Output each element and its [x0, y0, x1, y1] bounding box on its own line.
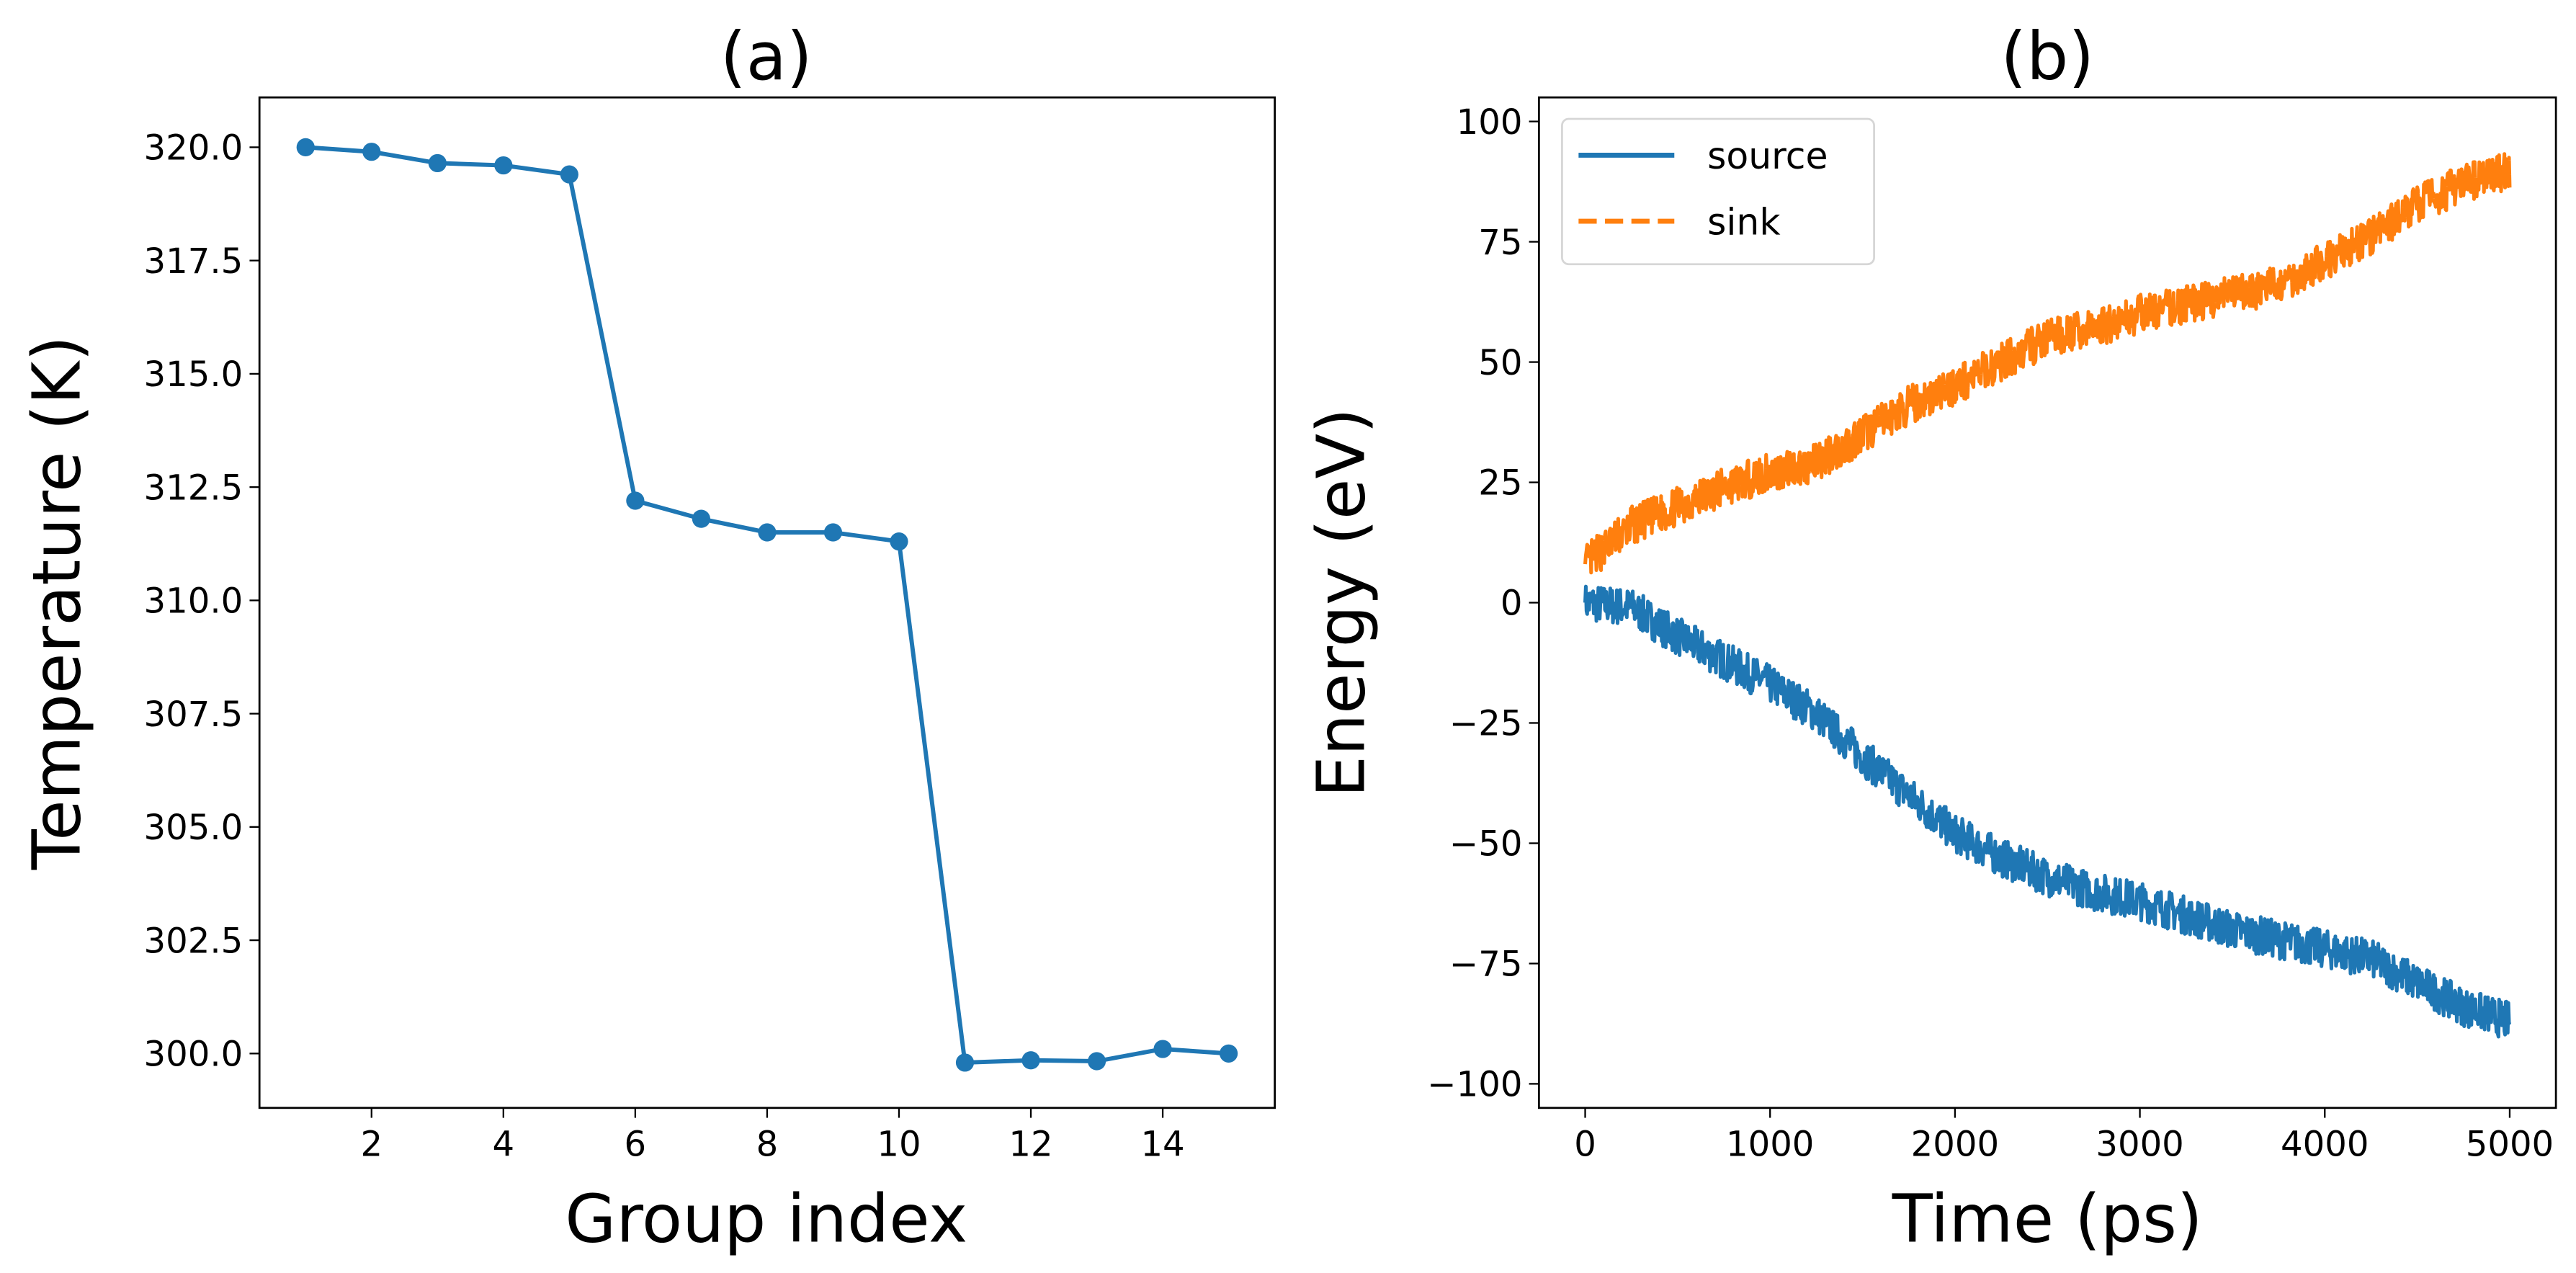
y-tick-label: −25: [1449, 704, 1523, 744]
data-point-group-9: [823, 523, 843, 542]
x-tick-label: 0: [1574, 1124, 1596, 1164]
y-tick-label: 25: [1478, 463, 1522, 504]
panel-b-legend: source sink: [1561, 117, 1875, 266]
y-tick-label: 0: [1501, 584, 1523, 624]
data-point-group-11: [955, 1053, 975, 1072]
y-tick-label: −75: [1449, 944, 1523, 985]
panel-a-x-ticks: 2 4 6 8 10 12 14: [360, 1107, 1185, 1164]
y-tick-label: 310.0: [144, 581, 243, 622]
y-tick-label: 317.5: [144, 241, 243, 282]
panel-b-y-ticks: −100 −75 −50 −25 0 25 50 75 100: [1427, 102, 1539, 1105]
data-point-group-15: [1219, 1044, 1238, 1063]
panel-b-plot-area: [1583, 152, 2512, 1039]
data-point-group-6: [626, 491, 645, 510]
data-point-group-1: [296, 138, 315, 157]
y-tick-label: −100: [1427, 1065, 1522, 1105]
y-tick-label: 305.0: [144, 808, 243, 848]
x-tick-label: 2: [360, 1124, 383, 1164]
legend-sink-label: sink: [1707, 200, 1781, 243]
x-tick-label: 2000: [1911, 1124, 1999, 1164]
panel-b-energy-time: (b) 0 1000 2000 3000 4000 5000 −100−75−50−250…: [1302, 18, 2557, 1257]
data-point-group-2: [362, 143, 381, 161]
y-tick-label: 307.5: [144, 694, 243, 735]
x-tick-label: 8: [756, 1124, 779, 1164]
data-point-group-5: [560, 165, 578, 184]
panel-a-x-axis-label: Group index: [565, 1180, 967, 1257]
x-tick-label: 4: [493, 1124, 515, 1164]
y-tick-label: 100: [1457, 102, 1523, 143]
legend-source-label: source: [1707, 135, 1828, 177]
y-tick-label: 312.5: [144, 468, 243, 508]
x-tick-label: 14: [1140, 1124, 1184, 1164]
x-tick-label: 4000: [2281, 1124, 2369, 1164]
y-tick-label: 50: [1478, 343, 1522, 383]
data-point-group-4: [494, 156, 513, 175]
panel-a-temperature-profile: (a) 2 4 6 8 10 12 14 300.0 302.5 305.0 307.5 310.0…: [18, 18, 1276, 1257]
x-tick-label: 1000: [1726, 1124, 1814, 1164]
data-point-group-10: [890, 532, 908, 551]
series-line-source: [1583, 584, 2512, 1039]
x-tick-label: 12: [1009, 1124, 1052, 1164]
y-tick-label: 75: [1478, 223, 1522, 263]
panel-a-plot-area: [296, 138, 1238, 1072]
data-point-group-8: [758, 523, 777, 542]
panel-a-y-ticks: 300.0 302.5 305.0 307.5 310.0 312.5 315.0 317.5…: [144, 128, 260, 1075]
panel-b-y-axis-label: Energy (eV): [1302, 408, 1379, 798]
series-line-sink: [1583, 152, 2512, 575]
panel-a-y-axis-label: Temperature (K): [18, 336, 95, 870]
panel-b-x-axis-label: Time (ps): [1892, 1180, 2203, 1257]
x-tick-label: 3000: [2096, 1124, 2183, 1164]
y-tick-label: −50: [1449, 824, 1523, 865]
y-tick-label: 320.0: [144, 128, 243, 169]
data-point-group-3: [428, 153, 447, 173]
y-tick-label: 315.0: [144, 354, 243, 395]
x-tick-label: 10: [877, 1124, 921, 1164]
data-point-group-12: [1021, 1051, 1040, 1070]
data-point-group-7: [692, 509, 711, 528]
x-tick-label: 6: [625, 1124, 647, 1164]
y-tick-label: 302.5: [144, 921, 243, 961]
panel-b-x-ticks: 0 1000 2000 3000 4000 5000: [1574, 1107, 2554, 1164]
x-tick-label: 5000: [2466, 1124, 2554, 1164]
panel-a-title: (a): [720, 18, 813, 95]
panel-b-title: (b): [2000, 18, 2094, 95]
data-point-group-14: [1153, 1040, 1172, 1058]
y-tick-label: 300.0: [144, 1035, 243, 1075]
data-point-group-13: [1087, 1052, 1106, 1071]
